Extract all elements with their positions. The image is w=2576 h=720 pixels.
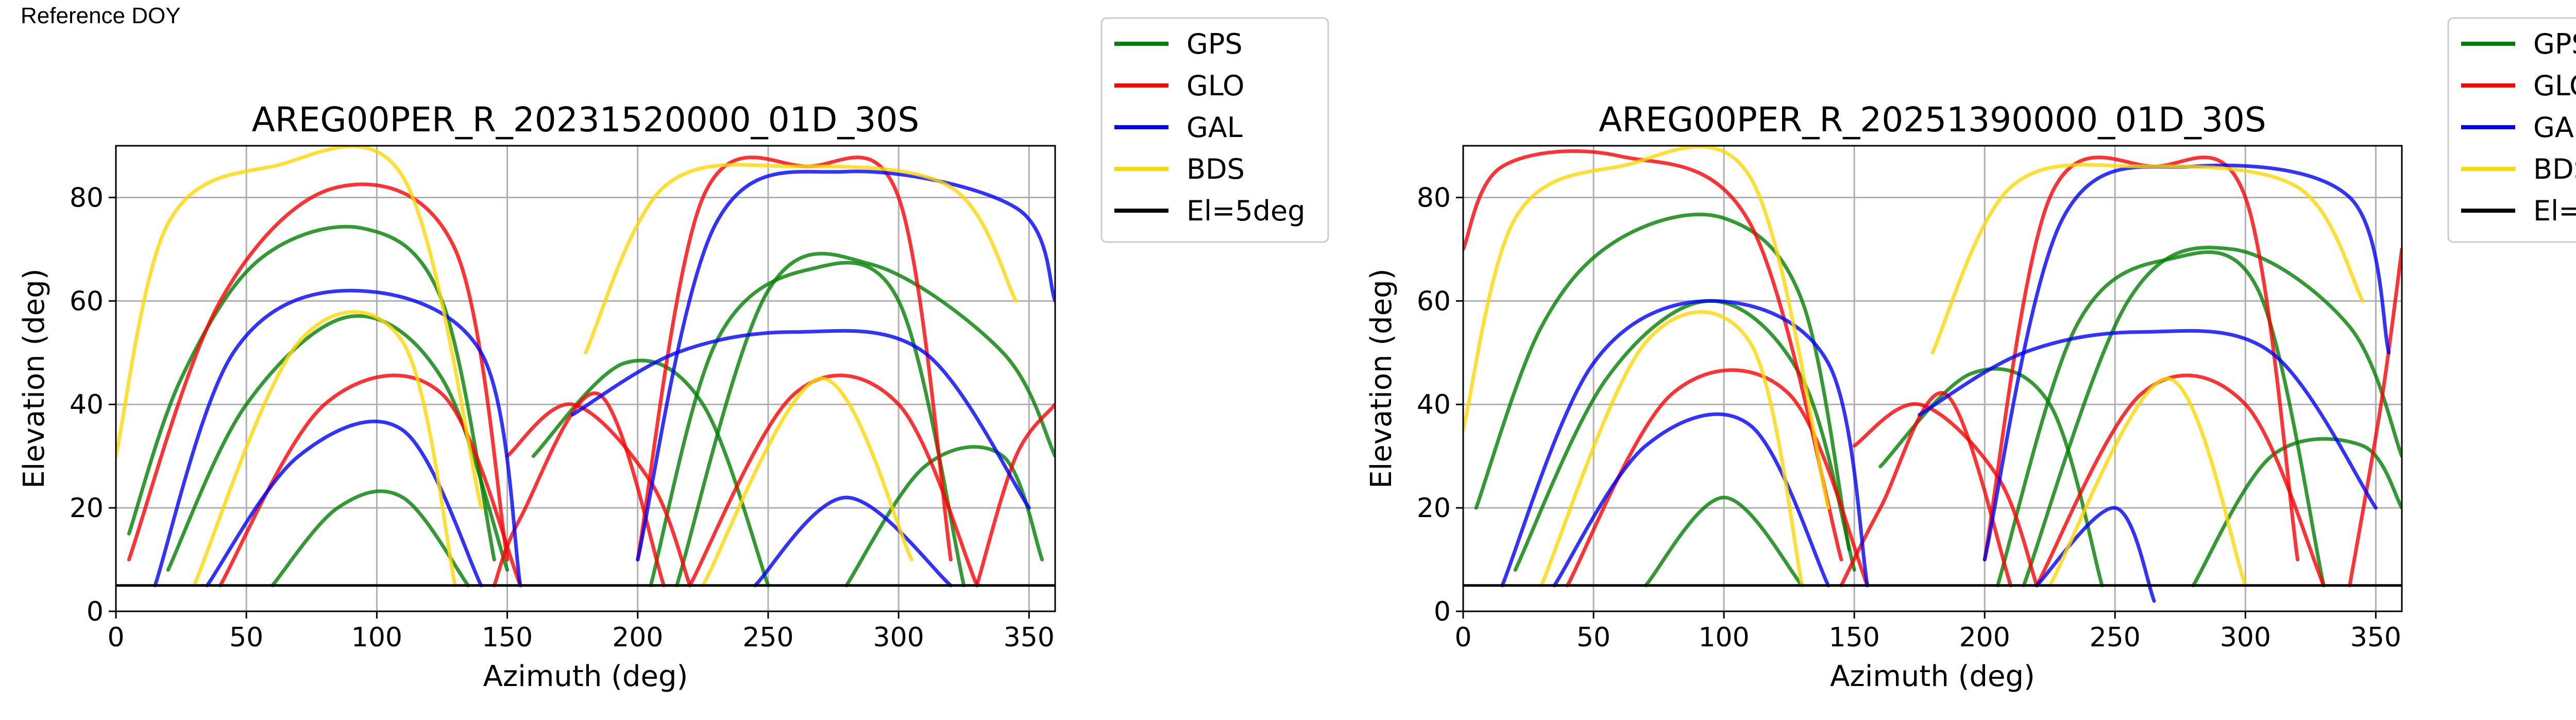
track-layer <box>1463 146 2402 603</box>
legend-label: El=5deg <box>2533 195 2576 227</box>
track-bds <box>2048 376 2247 588</box>
x-tick-label: 100 <box>1698 622 1749 653</box>
track-gal <box>1500 299 1869 588</box>
y-tick-label: 40 <box>70 389 104 420</box>
x-tick-label: 50 <box>229 622 263 653</box>
legend-label: BDS <box>1187 153 1245 185</box>
x-tick-label: 300 <box>2220 622 2271 653</box>
track-bds <box>1930 163 2365 355</box>
track-glo <box>1565 368 1869 588</box>
x-tick-label: 0 <box>1454 622 1471 653</box>
plot-frame <box>1462 145 2403 612</box>
track-bds <box>1539 310 1804 588</box>
x-axis-title: Azimuth (deg) <box>483 660 688 693</box>
track-gal <box>1918 329 2378 510</box>
track-glo <box>975 402 1055 588</box>
track-bds <box>584 163 1018 355</box>
x-tick-label: 200 <box>1959 622 2010 653</box>
y-tick-label: 20 <box>70 493 104 524</box>
track-gps <box>270 489 470 588</box>
track-gps <box>649 261 966 588</box>
legend-label: GLO <box>1187 70 1245 102</box>
skyplot-panel-2: 0 50 100 150 200 250 300 350 0 20 40 60 80 AREG00PER_… <box>1365 17 2576 693</box>
y-axis-title: Elevation (deg) <box>18 268 51 488</box>
y-axis-title: Elevation (deg) <box>1365 268 1398 488</box>
legend: GPS GLO GAL BDS El=5deg <box>2447 17 2576 243</box>
chart-title: AREG00PER_R_20251390000_01D_30S <box>1599 100 2266 140</box>
track-glo <box>2035 373 2326 588</box>
track-glo <box>1463 149 1843 562</box>
legend-label: GAL <box>1187 111 1243 144</box>
track-gps <box>127 225 496 562</box>
track-glo <box>505 402 692 588</box>
y-tick-label: 80 <box>1417 182 1451 213</box>
track-glo <box>636 156 953 562</box>
track-bds <box>701 376 913 588</box>
track-gps <box>2191 437 2402 588</box>
track-gps <box>1643 495 1804 588</box>
track-glo <box>1852 402 2039 588</box>
track-glo <box>2348 247 2402 588</box>
y-tick-label: 80 <box>70 182 104 213</box>
track-glo <box>127 182 510 562</box>
legend-box <box>2447 17 2576 243</box>
plot-frame <box>115 145 1056 612</box>
track-gal <box>570 329 1031 510</box>
track-gal <box>636 169 1055 562</box>
track-bds <box>1463 146 1831 510</box>
y-tick-label: 20 <box>1417 493 1451 524</box>
track-glo <box>688 373 979 588</box>
x-tick-label: 250 <box>742 622 793 653</box>
skyplot-panel-1: 0 50 100 150 200 250 300 350 0 20 40 60 80 AREG00PER_… <box>18 17 1329 693</box>
track-gps <box>2022 246 2402 588</box>
track-glo <box>1839 391 2013 588</box>
x-tick-label: 200 <box>612 622 663 653</box>
track-gps <box>1474 212 1851 551</box>
x-tick-label: 150 <box>1829 622 1880 653</box>
track-layer <box>116 146 1055 588</box>
y-tick-label: 0 <box>87 596 104 627</box>
legend-label: GPS <box>2533 28 2576 60</box>
legend: GPS GLO GAL BDS El=5deg <box>1100 17 1329 243</box>
track-gal <box>2035 506 2156 603</box>
track-gps <box>675 251 1055 588</box>
legend-label: GPS <box>1187 28 1243 60</box>
legend-label: GLO <box>2533 70 2576 102</box>
y-tick-label: 60 <box>1417 286 1451 317</box>
legend-box <box>1100 17 1329 243</box>
legend-label: GAL <box>2533 111 2576 144</box>
x-tick-label: 50 <box>1577 622 1611 653</box>
legend-label: BDS <box>2533 153 2576 185</box>
track-gps <box>1996 250 2326 588</box>
y-tick-label: 0 <box>1434 596 1451 627</box>
x-tick-label: 0 <box>107 622 124 653</box>
x-tick-label: 300 <box>873 622 924 653</box>
track-gps <box>1878 367 2104 588</box>
x-tick-label: 100 <box>351 622 402 653</box>
figure-header-label: Reference DOY <box>21 3 181 28</box>
y-tick-label: 40 <box>1417 389 1451 420</box>
x-tick-label: 250 <box>2090 622 2141 653</box>
x-tick-label: 150 <box>482 622 533 653</box>
track-glo <box>1982 156 2300 562</box>
track-gal <box>1552 412 1831 588</box>
track-gal <box>753 495 953 588</box>
x-axis-title: Azimuth (deg) <box>1830 660 2035 693</box>
legend-label: El=5deg <box>1187 195 1306 227</box>
x-tick-label: 350 <box>2350 622 2401 653</box>
track-bds <box>116 146 483 510</box>
track-bds <box>192 310 457 588</box>
chart-title: AREG00PER_R_20231520000_01D_30S <box>252 100 920 140</box>
y-tick-label: 60 <box>70 286 104 317</box>
track-gal <box>153 288 522 588</box>
x-tick-label: 350 <box>1004 622 1055 653</box>
track-gal <box>205 419 483 588</box>
